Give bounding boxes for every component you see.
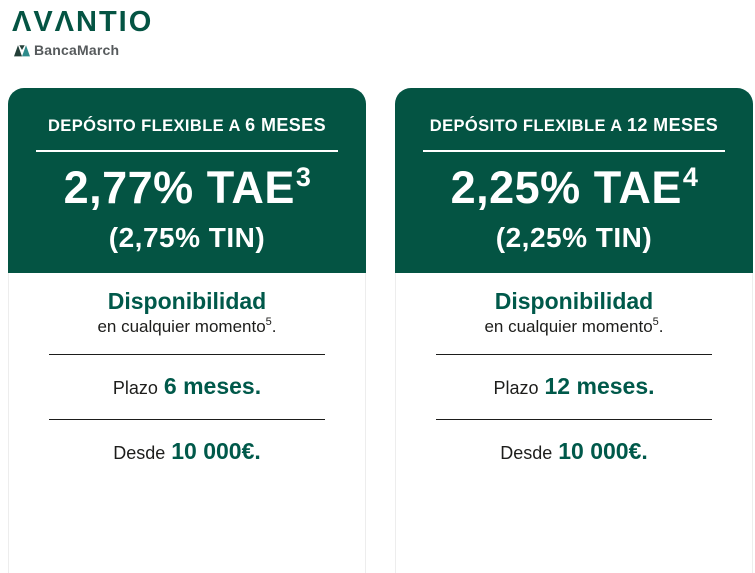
desde-label: Desde	[113, 443, 166, 463]
divider	[436, 419, 712, 420]
tae-rate: 2,77% TAE3	[8, 162, 366, 220]
card-body-12-meses: Disponibilidad en cualquier momento5. Pl…	[395, 273, 753, 573]
card-title-prefix: DEPÓSITO FLEXIBLE A	[429, 117, 627, 135]
availability-period: .	[658, 317, 664, 336]
divider	[436, 354, 712, 355]
divider	[49, 419, 325, 420]
tin-rate: (2,75% TIN)	[108, 222, 266, 253]
desde-label: Desde	[500, 443, 553, 463]
desde-value: 10 000€.	[558, 438, 648, 464]
availability-footnote-sup: 5	[652, 316, 659, 328]
plazo-value: 6 meses.	[163, 373, 262, 399]
bancamarch-logo: BancaMarch	[14, 42, 755, 58]
availability-title: Disponibilidad	[494, 288, 654, 314]
avantio-logo: ΛVΛNTIO	[12, 6, 154, 38]
plazo-value: 12 meses.	[544, 373, 655, 399]
availability-text: en cualquier momento5.	[9, 316, 365, 339]
availability-text: en cualquier momento5.	[396, 316, 752, 339]
bancamarch-triangles-icon	[14, 43, 30, 57]
availability-period: .	[271, 317, 277, 336]
availability-title: Disponibilidad	[107, 288, 267, 314]
card-title-prefix: DEPÓSITO FLEXIBLE A	[47, 117, 246, 135]
desde-row: Desde 10 000€.	[9, 420, 365, 467]
card-title: DEPÓSITO FLEXIBLE A 12 MESES	[395, 114, 753, 137]
tae-footnote-sup: 4	[682, 162, 699, 192]
desde-row: Desde 10 000€.	[396, 420, 752, 467]
availability-footnote-sup: 5	[265, 316, 272, 328]
card-body-6-meses: Disponibilidad en cualquier momento5. Pl…	[8, 273, 366, 573]
availability-text-main: en cualquier momento	[97, 317, 266, 336]
divider	[49, 354, 325, 355]
card-title: DEPÓSITO FLEXIBLE A 6 MESES	[8, 114, 366, 137]
deposit-cards-row: DEPÓSITO FLEXIBLE A 6 MESES 2,77% TAE3 (…	[8, 88, 753, 573]
tin-rate: (2,25% TIN)	[495, 222, 653, 253]
card-title-term: 12 MESES	[626, 115, 719, 135]
tae-footnote-sup: 3	[295, 162, 312, 192]
card-header-6-meses: DEPÓSITO FLEXIBLE A 6 MESES 2,77% TAE3 (…	[8, 88, 366, 273]
deposit-card-12-meses: DEPÓSITO FLEXIBLE A 12 MESES 2,25% TAE4 …	[395, 88, 753, 573]
card-header-12-meses: DEPÓSITO FLEXIBLE A 12 MESES 2,25% TAE4 …	[395, 88, 753, 273]
header-divider	[36, 150, 338, 152]
tae-rate-value: 2,77% TAE	[63, 162, 295, 213]
plazo-label: Plazo	[112, 378, 158, 398]
desde-value: 10 000€.	[171, 438, 261, 464]
tae-rate: 2,25% TAE4	[395, 162, 753, 220]
plazo-row: Plazo 12 meses.	[396, 355, 752, 419]
header-divider	[423, 150, 725, 152]
bancamarch-logo-text: BancaMarch	[34, 42, 120, 58]
plazo-label: Plazo	[493, 378, 539, 398]
tae-rate-value: 2,25% TAE	[450, 162, 682, 213]
availability-text-main: en cualquier momento	[484, 317, 653, 336]
plazo-row: Plazo 6 meses.	[9, 355, 365, 419]
deposit-card-6-meses: DEPÓSITO FLEXIBLE A 6 MESES 2,77% TAE3 (…	[8, 88, 366, 573]
card-title-term: 6 MESES	[245, 115, 326, 135]
brand-header: ΛVΛNTIO BancaMarch	[0, 0, 755, 58]
